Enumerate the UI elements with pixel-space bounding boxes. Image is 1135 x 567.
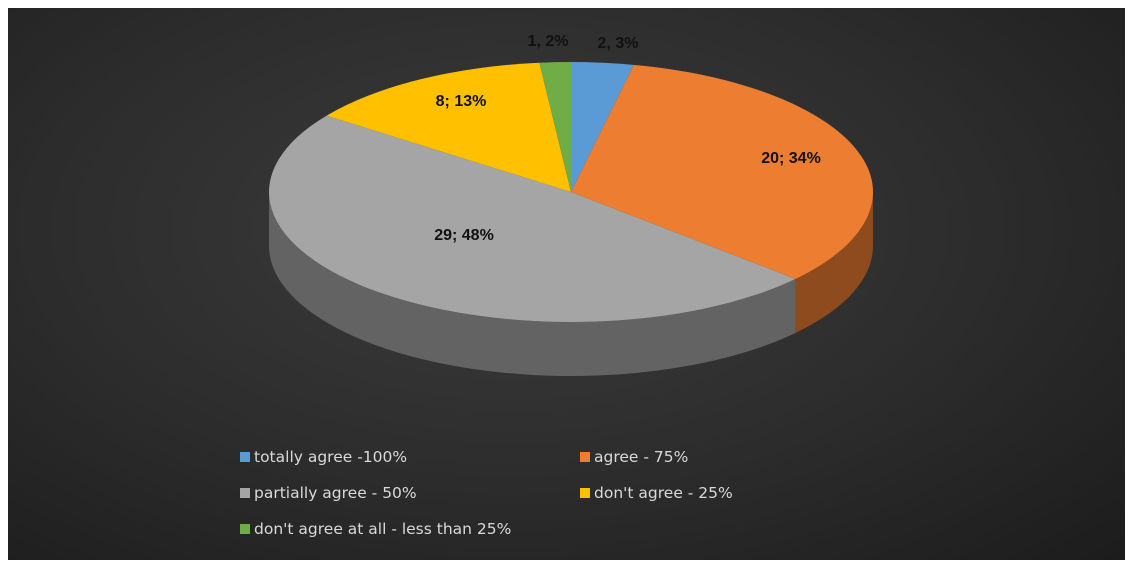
legend-item-0: totally agree -100% — [240, 448, 407, 466]
legend-swatch-1 — [580, 452, 590, 462]
data-labels: 2, 3% 20; 34% 29; 48% 8; 13% 1, 2% — [434, 33, 821, 244]
chart-area: 2, 3% 20; 34% 29; 48% 8; 13% 1, 2% totally a… — [8, 8, 1125, 560]
data-label-0: 2, 3% — [598, 35, 639, 52]
legend-item-3: don't agree - 25% — [580, 484, 733, 502]
data-label-3: 8; 13% — [436, 93, 487, 110]
pie-slice-4 — [539, 62, 571, 192]
legend-label-1: agree - 75% — [594, 448, 689, 466]
legend-swatch-4 — [240, 524, 250, 534]
legend-label-4: don't agree at all - less than 25% — [254, 520, 512, 538]
legend-item-4: don't agree at all - less than 25% — [240, 520, 511, 538]
data-label-1: 20; 34% — [761, 150, 821, 167]
legend-swatch-0 — [240, 452, 250, 462]
legend-label-0: totally agree -100% — [254, 448, 408, 466]
data-label-2: 29; 48% — [434, 227, 494, 244]
pie-slice-0 — [571, 62, 634, 192]
pie-slice-2 — [269, 115, 796, 322]
pie-slice-3 — [326, 62, 571, 192]
legend-item-1: agree - 75% — [580, 448, 688, 466]
data-label-4: 1, 2% — [528, 33, 569, 50]
legend-swatch-3 — [580, 488, 590, 498]
pie-slice-1 — [571, 64, 873, 279]
legend-swatch-2 — [240, 488, 250, 498]
pie-side-2 — [269, 192, 796, 376]
pie-side-walls — [269, 192, 873, 376]
legend-label-3: don't agree - 25% — [594, 484, 733, 502]
pie-side-1 — [795, 192, 873, 333]
pie-slices — [269, 62, 873, 322]
legend-label-2: partially agree - 50% — [254, 484, 417, 502]
legend-item-2: partially agree - 50% — [240, 484, 417, 502]
pie-chart: 2, 3% 20; 34% 29; 48% 8; 13% 1, 2% — [269, 33, 873, 376]
